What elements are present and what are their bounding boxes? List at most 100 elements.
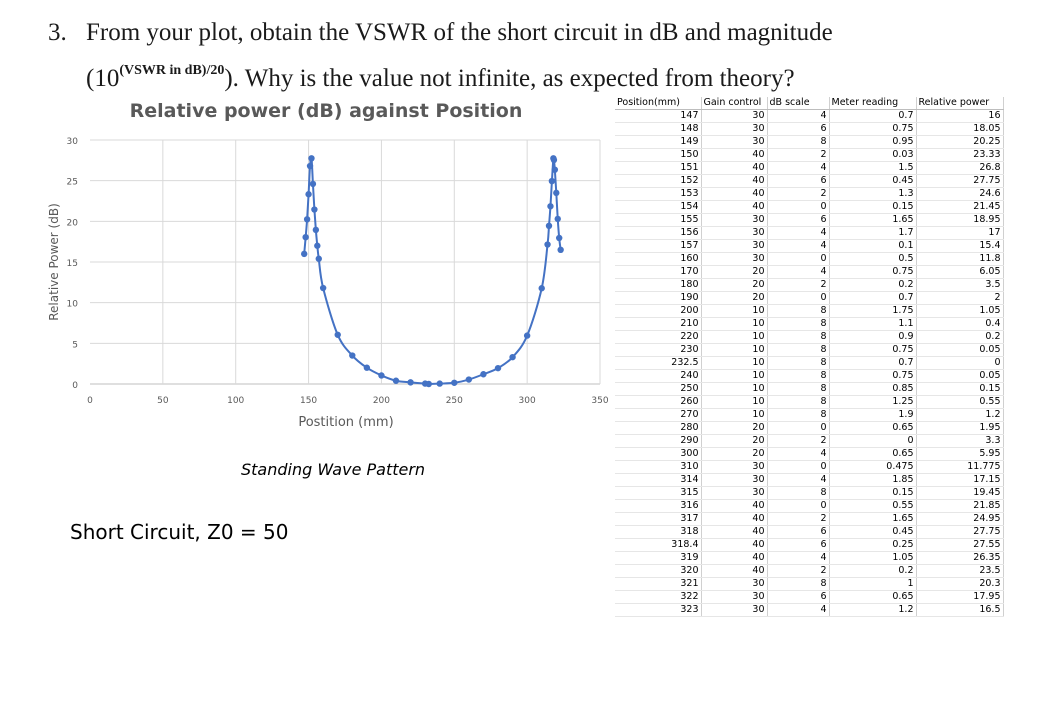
standing-wave-chart: Relative power (dB) against Position 0 5 1…	[47, 100, 609, 430]
data-point	[509, 353, 516, 361]
data-point	[312, 226, 320, 234]
chart-points	[301, 155, 564, 388]
table-cell: 21.45	[916, 200, 1004, 215]
table-row: 320 40 2 0.2 23.5	[615, 564, 1004, 579]
data-point	[392, 377, 400, 384]
table-cell: 155	[615, 213, 702, 228]
table-cell: 240	[615, 369, 702, 384]
table-cell: 6	[767, 122, 830, 137]
data-point	[523, 332, 531, 339]
table-cell: 0.75	[829, 265, 917, 280]
table-cell: 2	[767, 564, 830, 579]
table-row: 153 40 2 1.3 24.6	[615, 187, 1004, 202]
table-cell: 1.2	[916, 408, 1004, 423]
table-row: 156 30 4 1.7 17	[615, 226, 1004, 241]
table-cell: 0.03	[829, 148, 917, 163]
table-cell: 30	[701, 226, 768, 241]
table-cell: 2	[767, 187, 830, 202]
data-point	[557, 246, 564, 253]
data-point	[407, 379, 414, 386]
chart-title: Relative power (dB) against Position	[130, 100, 523, 122]
table-cell: 0.1	[829, 239, 917, 254]
data-point	[315, 255, 322, 262]
table-cell: 10	[701, 395, 768, 410]
data-point	[302, 233, 309, 241]
table-cell: 24.6	[916, 187, 1004, 202]
table-cell: 4	[767, 161, 830, 176]
table-row: 318.4 40 6 0.25 27.55	[615, 538, 1004, 553]
table-cell: 190	[615, 291, 702, 306]
table-cell: 10	[701, 343, 768, 358]
table-row: 250 10 8 0.85 0.15	[615, 382, 1004, 397]
table-cell: 0.45	[829, 174, 917, 189]
table-cell: 1.7	[829, 226, 917, 241]
table-cell: 21.85	[916, 499, 1004, 514]
table-cell: 16	[916, 109, 1004, 124]
table-cell: 210	[615, 317, 702, 332]
table-cell: 23.5	[916, 564, 1004, 579]
table-cell: 27.55	[916, 538, 1004, 553]
table-cell: 4	[767, 551, 830, 566]
table-cell: 200	[615, 304, 702, 319]
table-row: 230 10 8 0.75 0.05	[615, 343, 1004, 358]
data-point	[451, 379, 458, 386]
table-cell: 0	[767, 499, 830, 514]
table-cell: 40	[701, 148, 768, 163]
table-cell: 1.25	[829, 395, 917, 410]
table-cell: 151	[615, 161, 702, 176]
table-cell: 0.15	[829, 486, 917, 501]
y-tick-label: 20	[67, 218, 79, 228]
data-point	[544, 241, 551, 248]
table-cell: 30	[701, 577, 768, 592]
table-row: 155 30 6 1.65 18.95	[615, 213, 1004, 228]
table-cell: 2	[767, 278, 830, 293]
table-row: 322 30 6 0.65 17.95	[615, 590, 1004, 605]
table-cell: 321	[615, 577, 702, 592]
table-cell: 0.7	[829, 109, 917, 124]
table-cell: 0.85	[829, 382, 917, 397]
table-cell: 30	[701, 239, 768, 254]
table-cell: 2	[767, 434, 830, 449]
table-cell: 154	[615, 200, 702, 215]
x-tick-label: 300	[519, 396, 536, 406]
table-body: 147 30 4 0.7 16 148 30 6 0.75 18.05 149 30 8 0.95 20.2…	[615, 109, 1004, 618]
table-cell: 20.25	[916, 135, 1004, 150]
table-row: 260 10 8 1.25 0.55	[615, 395, 1004, 410]
table-cell: 30	[701, 460, 768, 475]
question-number: 3.	[48, 19, 67, 46]
table-cell: 26.35	[916, 551, 1004, 566]
table-cell: 27.75	[916, 174, 1004, 189]
data-point	[306, 162, 314, 170]
table-cell: 0.45	[829, 525, 917, 540]
table-cell: 318.4	[615, 538, 702, 553]
question-exponent: (VSWR in dB)/20	[119, 63, 225, 78]
table-cell: 1.9	[829, 408, 917, 423]
question-line-1: From your plot, obtain the VSWR of the s…	[86, 19, 833, 46]
table-cell: 23.33	[916, 148, 1004, 163]
data-point	[436, 380, 443, 387]
table-cell: 0.75	[829, 122, 917, 137]
table-cell: 147	[615, 109, 702, 124]
table-cell: 0.05	[916, 343, 1004, 358]
data-point	[314, 242, 321, 249]
data-point	[378, 372, 385, 379]
data-point	[363, 364, 371, 371]
table-cell: 4	[767, 265, 830, 280]
table-cell: 11.8	[916, 252, 1004, 267]
table-cell: 18.95	[916, 213, 1004, 228]
table-cell: 322	[615, 590, 702, 605]
table-cell: 315	[615, 486, 702, 501]
table-cell: 4	[767, 447, 830, 462]
table-cell: 170	[615, 265, 702, 280]
data-point	[349, 352, 356, 359]
table-cell: 0	[767, 200, 830, 215]
data-point	[301, 250, 308, 258]
table-cell: 8	[767, 356, 830, 371]
y-tick-label: 0	[72, 381, 78, 391]
table-cell: 8	[767, 343, 830, 358]
table-cell: 24.95	[916, 512, 1004, 527]
table-cell: 30	[701, 252, 768, 267]
table-cell: 2	[767, 512, 830, 527]
table-row: 290 20 2 0 3.3	[615, 434, 1004, 449]
